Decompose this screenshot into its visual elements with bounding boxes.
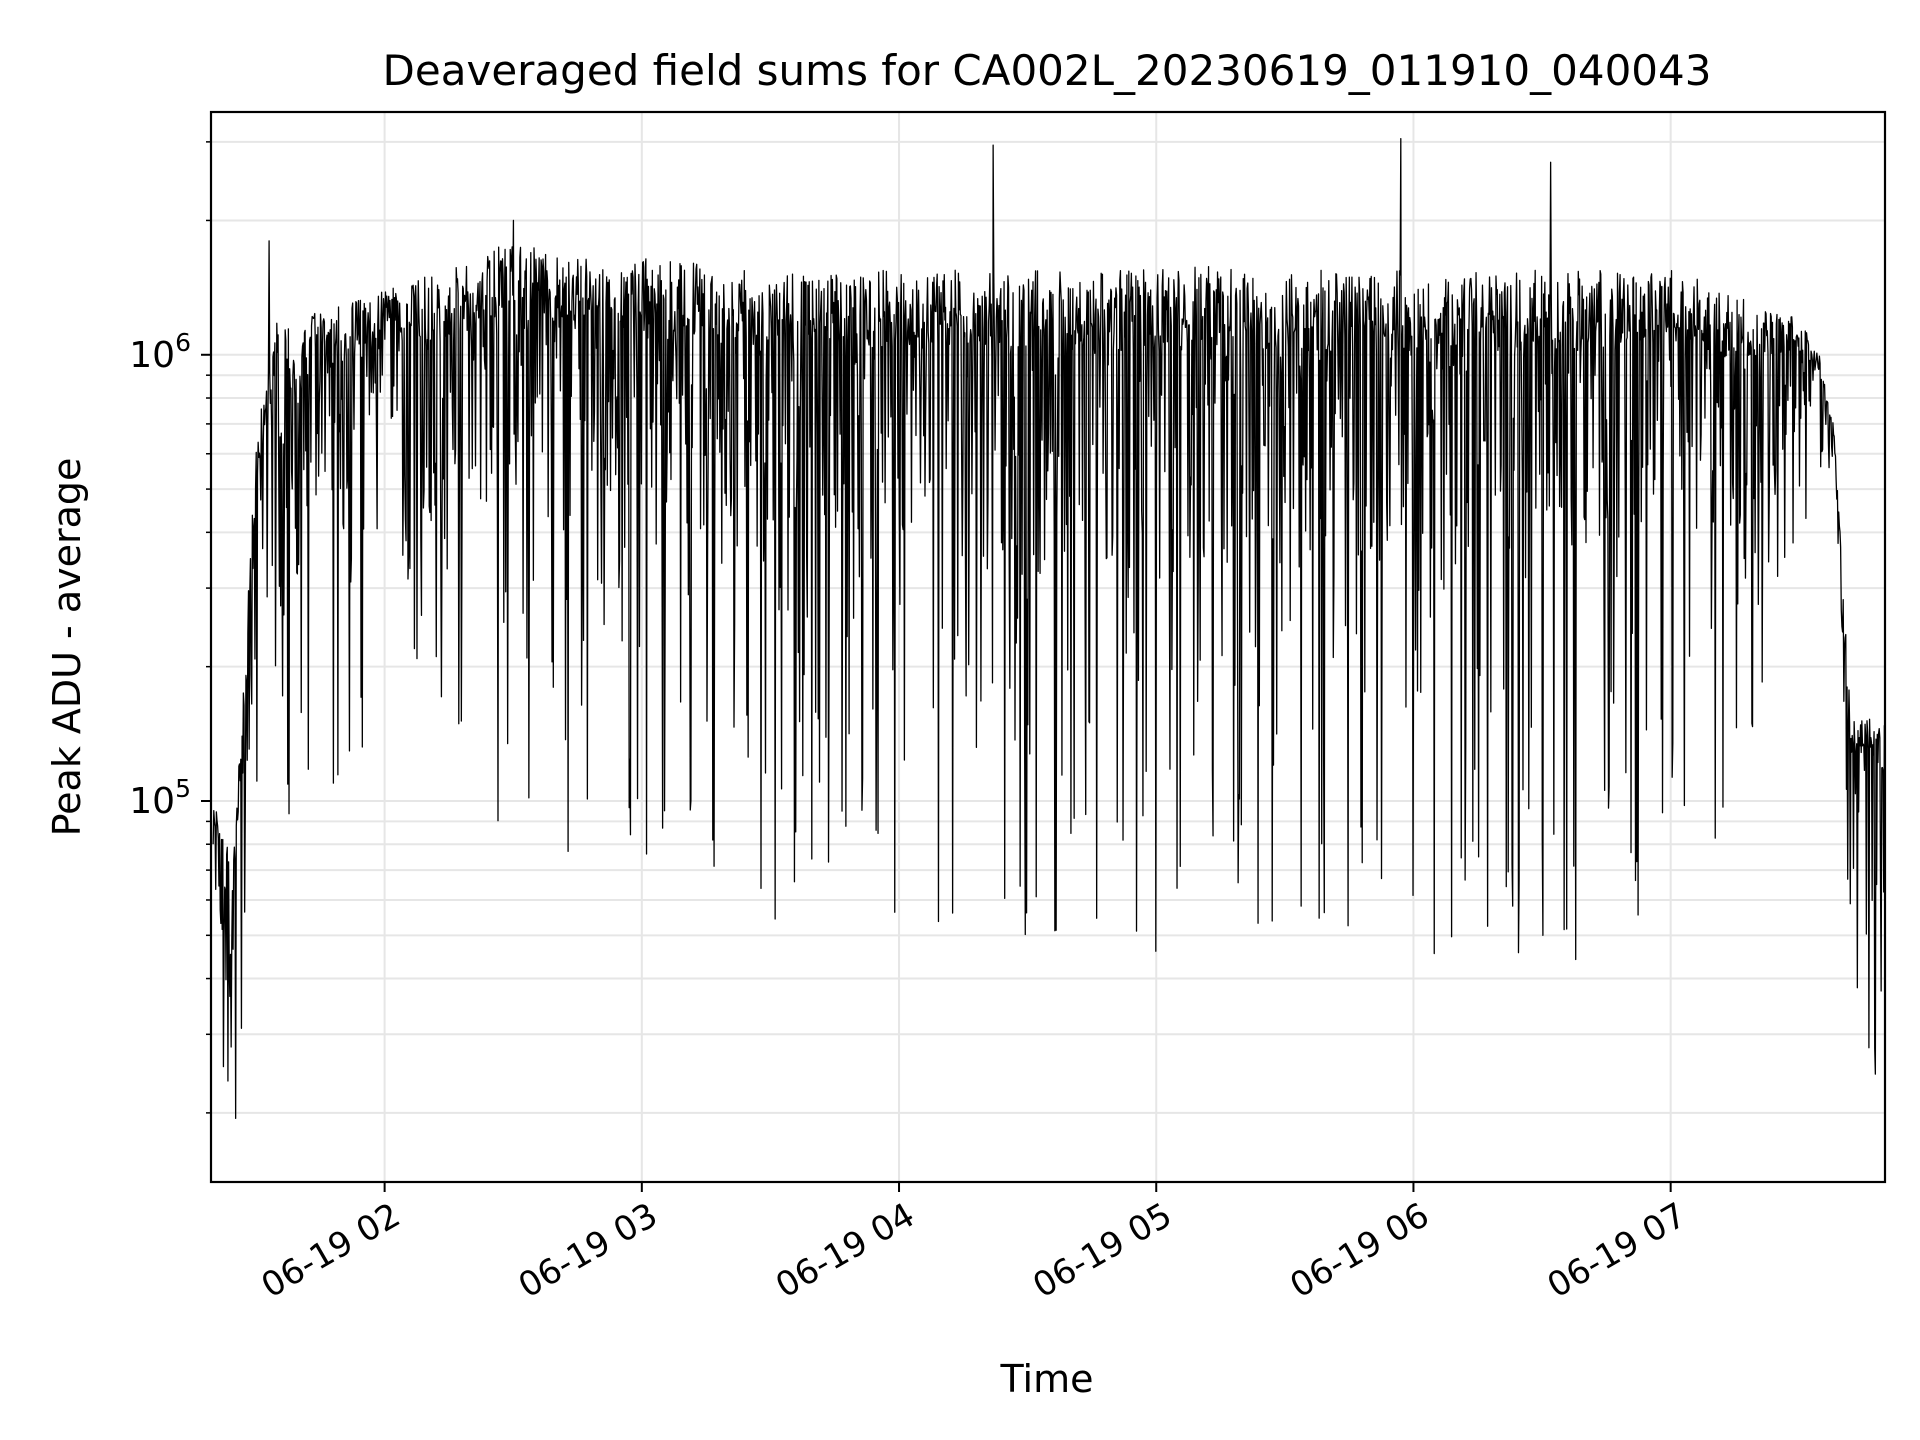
x-axis-label: Time (1000, 1357, 1094, 1401)
y-tick-label: 106 (129, 328, 191, 376)
x-tick-label: 06-19 03 (512, 1195, 664, 1306)
series-line-peak-adu (212, 138, 1886, 1120)
y-tick-label: 105 (129, 774, 191, 822)
x-tick-label: 06-19 05 (1026, 1195, 1178, 1306)
x-tick-label: 06-19 02 (255, 1195, 407, 1306)
x-tick-label: 06-19 04 (769, 1195, 921, 1306)
x-tick-label: 06-19 07 (1541, 1195, 1693, 1306)
y-axis-label: Peak ADU - average (45, 458, 89, 837)
series-trace (212, 138, 1886, 1120)
plot-area-frame (209, 110, 1887, 1184)
chart-title: Deaveraged field sums for CA002L_2023061… (383, 46, 1712, 95)
x-tick-label: 06-19 06 (1284, 1195, 1436, 1306)
